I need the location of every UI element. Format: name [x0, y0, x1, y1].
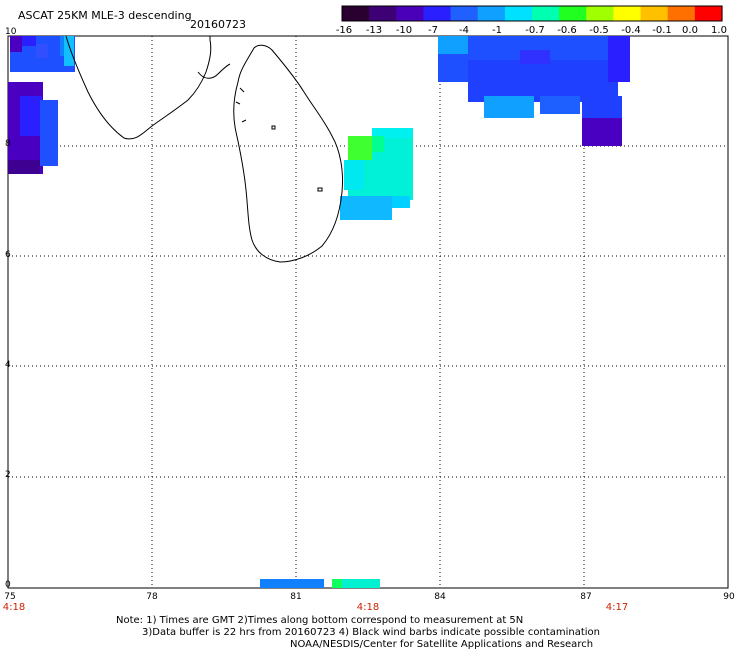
colorbar-swatch — [342, 6, 370, 21]
colorbar-label: -0.1 — [652, 25, 672, 36]
colorbar-swatch — [586, 6, 615, 21]
lat-label: 10 — [5, 27, 17, 37]
colorbar-label: -16 — [335, 25, 353, 36]
time-bar — [332, 579, 380, 588]
lat-label: 8 — [5, 139, 11, 149]
colorbar-label: -0.7 — [525, 25, 545, 36]
lon-label: 75 — [4, 592, 16, 602]
lon-label: 78 — [146, 592, 158, 602]
colorbar-label: -1 — [492, 25, 502, 36]
map-title: ASCAT 25KM MLE-3 descending — [18, 9, 192, 22]
colorbar-swatch — [369, 6, 397, 21]
lat-label: 6 — [5, 250, 11, 260]
colorbar-label: -4 — [459, 25, 469, 36]
lon-label: 87 — [580, 592, 592, 602]
colorbar-label: -13 — [365, 25, 383, 36]
colorbar-swatch — [423, 6, 452, 21]
lon-label: 90 — [723, 592, 735, 602]
colorbar-swatch — [477, 6, 506, 21]
colorbar-label: 0.0 — [682, 25, 698, 36]
time-label: 4:17 — [605, 602, 629, 613]
colorbar-swatch — [667, 6, 696, 21]
colorbar — [341, 5, 723, 22]
colorbar-swatch — [640, 6, 669, 21]
colorbar-swatch — [559, 6, 587, 21]
note-line: 3)Data buffer is 22 hrs from 20160723 4)… — [142, 627, 600, 638]
note-line: NOAA/NESDIS/Center for Satellite Applica… — [290, 639, 594, 650]
colorbar-swatch — [694, 6, 723, 21]
colorbar-swatch — [532, 6, 560, 21]
lon-label: 81 — [290, 592, 302, 602]
swath-northeast — [438, 36, 630, 146]
coastline-india — [65, 35, 212, 140]
colorbar-label: -7 — [428, 25, 438, 36]
time-bar — [332, 579, 342, 588]
time-label: 4:18 — [356, 602, 380, 613]
colorbar-label: -0.4 — [621, 25, 641, 36]
lat-label: 2 — [5, 470, 11, 480]
swath-west — [8, 82, 58, 174]
lon-label: 84 — [434, 592, 446, 602]
colorbar-label: -10 — [395, 25, 413, 36]
colorbar-swatch — [613, 6, 642, 21]
colorbar-label: 1.0 — [711, 25, 727, 36]
map-date: 20160723 — [190, 18, 246, 31]
coastline-sri-lanka — [233, 44, 343, 263]
swath-northwest — [10, 36, 75, 72]
colorbar-swatch — [396, 6, 425, 21]
time-label: 4:18 — [2, 602, 26, 613]
time-bar — [260, 579, 324, 588]
colorbar-frame — [341, 5, 723, 22]
colorbar-swatch — [504, 6, 533, 21]
lat-label: 0 — [5, 580, 11, 590]
colorbar-swatch — [450, 6, 479, 21]
colorbar-label: -0.5 — [589, 25, 609, 36]
note-line: Note: 1) Times are GMT 2)Times along bot… — [116, 615, 524, 626]
colorbar-label: -0.6 — [557, 25, 577, 36]
swath-east-of-sri-lanka — [340, 128, 413, 220]
lat-label: 4 — [5, 360, 11, 370]
